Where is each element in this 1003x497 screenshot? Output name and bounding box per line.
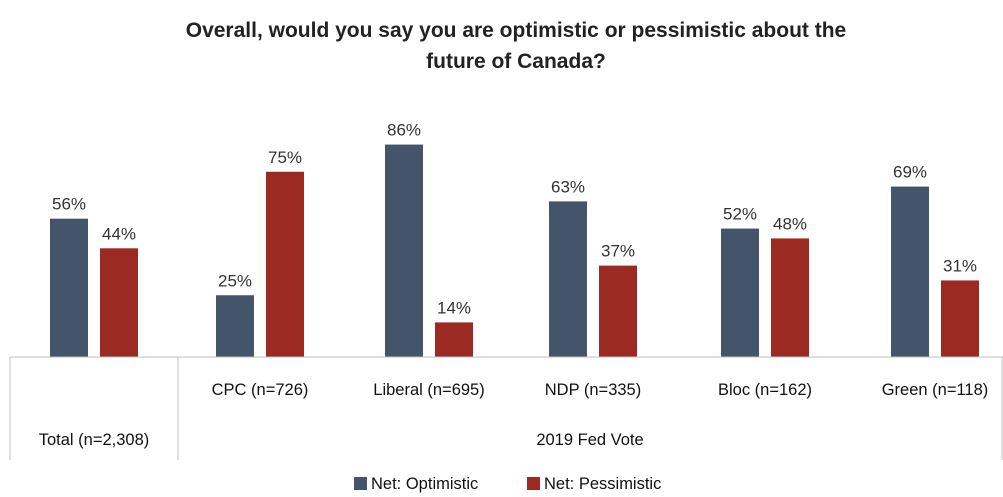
value-label-net-optimistic-cpc-n-726: 25%: [218, 271, 252, 290]
category-label-cpc-n-726: CPC (n=726): [212, 381, 309, 399]
value-label-net-pessimistic-total-n-2-308: 44%: [102, 224, 136, 243]
bar-net-pessimistic-cpc-n-726: [266, 171, 304, 357]
bar-net-optimistic-ndp-n-335: [549, 201, 587, 357]
bar-net-pessimistic-ndp-n-335: [599, 265, 637, 357]
group-label: 2019 Fed Vote: [536, 431, 643, 449]
bar-net-optimistic-green-n-118: [891, 186, 929, 357]
value-label-net-optimistic-liberal-n-695: 86%: [387, 121, 421, 140]
legend-label-net-pessimistic: Net: Pessimistic: [544, 475, 661, 493]
category-label-bloc-n-162: Bloc (n=162): [718, 381, 812, 399]
value-label-net-pessimistic-liberal-n-695: 14%: [437, 298, 471, 317]
category-label-ndp-n-335: NDP (n=335): [545, 381, 641, 399]
legend-swatch-net-pessimistic: [527, 477, 540, 490]
category-label-green-n-118: Green (n=118): [882, 381, 989, 399]
bar-net-optimistic-cpc-n-726: [216, 295, 254, 357]
value-label-net-pessimistic-ndp-n-335: 37%: [601, 242, 635, 261]
value-labels-group: 56% 44% 25% 75% 86% 14% 63% 37% 52% 48% 69% 31%: [52, 121, 977, 318]
value-label-net-pessimistic-cpc-n-726: 75%: [268, 148, 302, 167]
bar-net-optimistic-liberal-n-695: [385, 144, 423, 357]
chart-title-line-1: Overall, would you say you are optimisti…: [186, 19, 847, 42]
value-label-net-pessimistic-bloc-n-162: 48%: [773, 214, 807, 233]
bar-net-optimistic-total-n-2-308: [50, 218, 88, 357]
value-label-net-optimistic-total-n-2-308: 56%: [52, 195, 86, 214]
category-label-liberal-n-695: Liberal (n=695): [373, 381, 484, 399]
legend-label-net-optimistic: Net: Optimistic: [371, 475, 478, 493]
legend-swatch-net-optimistic: [354, 477, 367, 490]
value-label-net-pessimistic-green-n-118: 31%: [943, 256, 977, 275]
bars-group: [50, 144, 979, 357]
legend: Net: Optimistic Net: Pessimistic: [354, 475, 661, 493]
category-labels-group: Total (n=2,308) CPC (n=726) Liberal (n=695…: [39, 381, 989, 449]
bar-net-pessimistic-total-n-2-308: [100, 248, 138, 357]
value-label-net-optimistic-ndp-n-335: 63%: [551, 177, 585, 196]
value-label-net-optimistic-bloc-n-162: 52%: [723, 205, 757, 224]
bar-net-pessimistic-bloc-n-162: [771, 238, 809, 357]
bar-net-optimistic-bloc-n-162: [721, 228, 759, 357]
bar-net-pessimistic-liberal-n-695: [435, 322, 473, 357]
chart-title-line-2: future of Canada?: [426, 50, 606, 73]
bar-net-pessimistic-green-n-118: [941, 280, 979, 357]
value-label-net-optimistic-green-n-118: 69%: [893, 163, 927, 182]
category-axis: [9, 356, 1003, 460]
category-label-total-n-2-308: Total (n=2,308): [39, 431, 150, 449]
